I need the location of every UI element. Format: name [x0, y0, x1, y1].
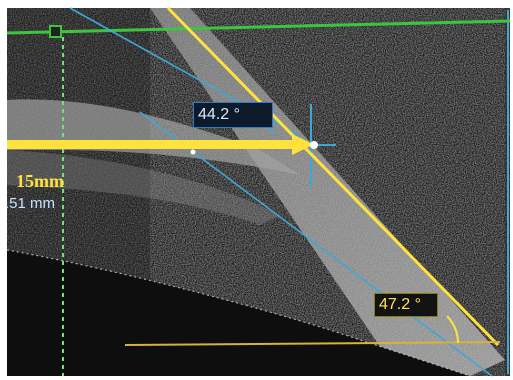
- arrow-right-icon[interactable]: [7, 134, 314, 155]
- point-marker: [190, 149, 196, 155]
- angle-lower-label: 47.2 °: [374, 293, 438, 317]
- angle-upper-label: 44.2 °: [193, 102, 273, 128]
- reference-line[interactable]: [6, 19, 511, 35]
- square-handle-icon[interactable]: [49, 25, 62, 38]
- sclera-texture: [150, 8, 505, 376]
- baseline-line[interactable]: [124, 341, 501, 346]
- distance-primary-label: 15mm: [16, 171, 64, 191]
- posterior-shadow: [7, 250, 470, 376]
- cornea-band: [7, 99, 300, 175]
- yellow-diagonal[interactable]: [166, 6, 500, 347]
- iris-band: [7, 150, 280, 225]
- lower-angle-arc: [446, 315, 459, 344]
- lower-blue-line[interactable]: [139, 111, 493, 377]
- arrow-tip-marker: [310, 141, 318, 149]
- distance-secondary-label: .51 mm: [5, 195, 56, 212]
